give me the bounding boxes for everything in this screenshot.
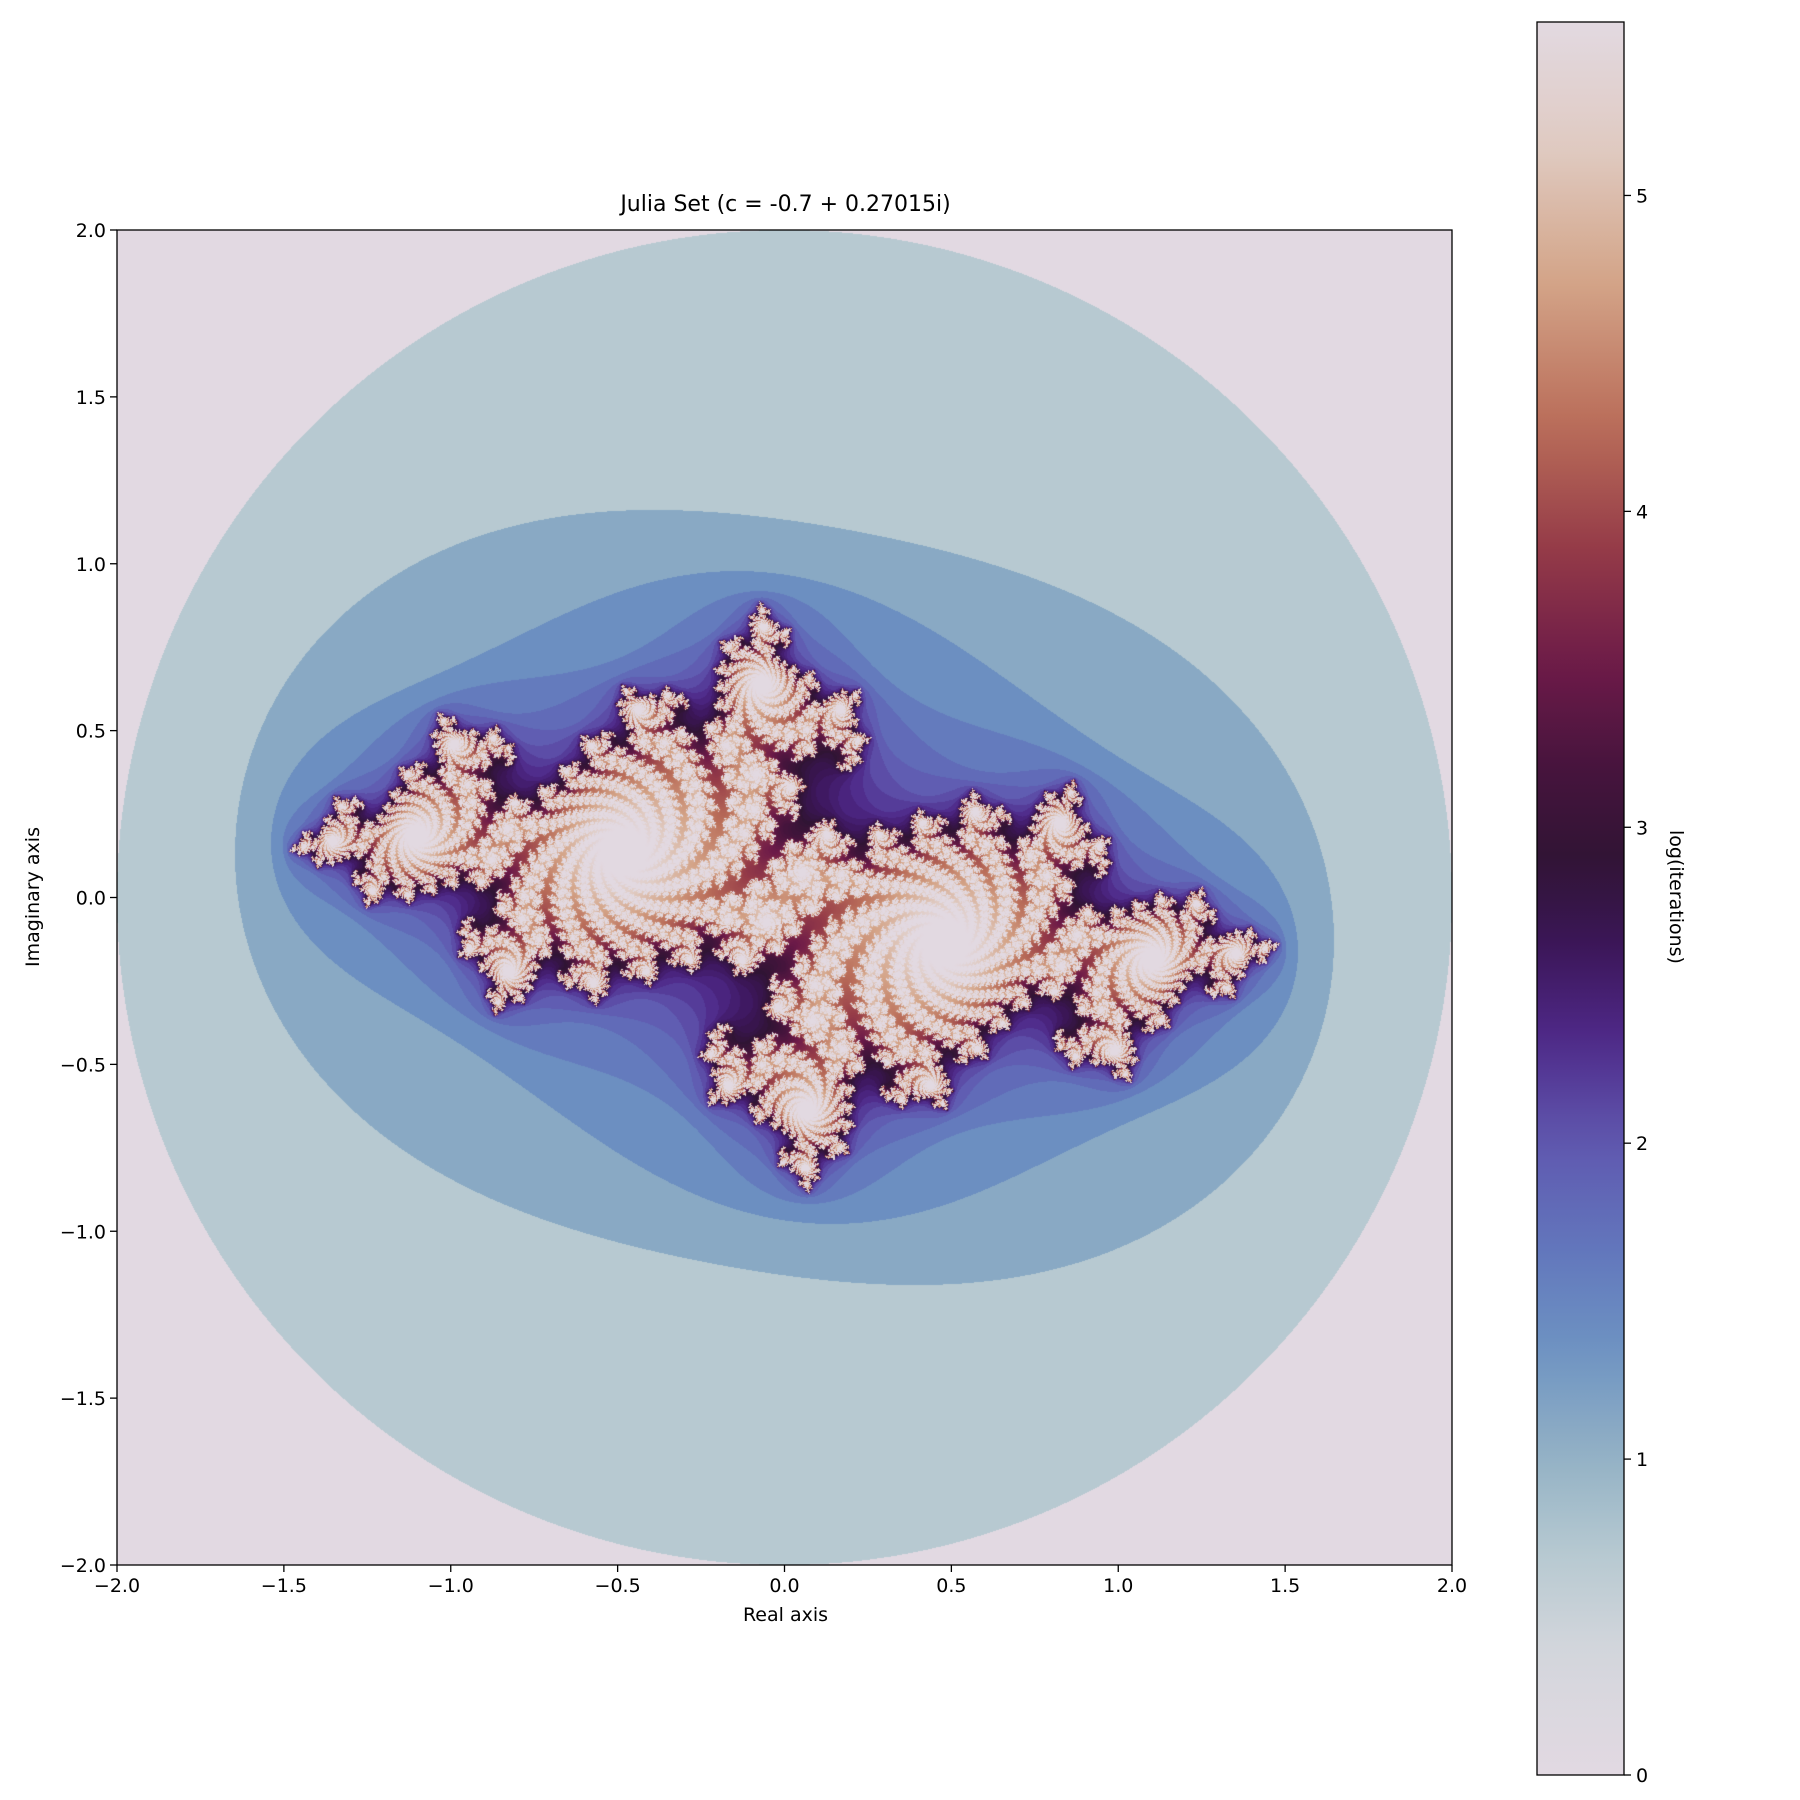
x-tick-label: 2.0 — [1437, 1575, 1467, 1597]
y-tick-label: 0.0 — [76, 888, 106, 910]
x-tick-label: 1.5 — [1270, 1575, 1300, 1597]
x-tick-label: −1.0 — [428, 1575, 474, 1597]
y-axis-label: Imaginary axis — [22, 827, 44, 967]
x-tick-label: 0.0 — [769, 1575, 799, 1597]
x-axis-label: Real axis — [742, 1604, 829, 1626]
colorbar-tick-label: 5 — [1636, 185, 1648, 207]
y-tick-label: −2.0 — [60, 1555, 106, 1577]
y-tick-label: −1.5 — [60, 1388, 106, 1410]
colorbar-tick-label: 3 — [1636, 817, 1648, 839]
colorbar-tick-label: 1 — [1636, 1449, 1648, 1471]
y-tick-label: 0.5 — [76, 721, 106, 743]
plot-frame — [116, 229, 1453, 1566]
colorbar-tick-label: 2 — [1636, 1133, 1648, 1155]
y-tick-label: 1.0 — [76, 554, 106, 576]
y-tick-label: 1.5 — [76, 387, 106, 409]
x-tick-label: −2.0 — [94, 1575, 140, 1597]
x-tick-label: 0.5 — [936, 1575, 966, 1597]
julia-set-heatmap — [117, 230, 1452, 1565]
x-tick-label: −1.5 — [261, 1575, 307, 1597]
colorbar-label: log(iterations) — [1665, 830, 1687, 964]
colorbar-tick-label: 0 — [1636, 1765, 1648, 1787]
y-tick-label: −0.5 — [60, 1054, 106, 1076]
x-tick-label: −0.5 — [595, 1575, 641, 1597]
chart-title: Julia Set (c = -0.7 + 0.27015i) — [620, 192, 951, 217]
x-tick-label: 1.0 — [1103, 1575, 1133, 1597]
y-tick-label: −1.0 — [60, 1221, 106, 1243]
colorbar — [1536, 21, 1625, 1776]
y-tick-label: 2.0 — [76, 220, 106, 242]
colorbar-tick-label: 4 — [1636, 501, 1648, 523]
